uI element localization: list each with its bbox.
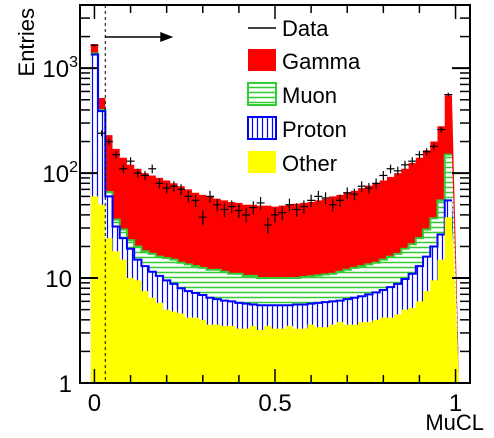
data-point — [148, 164, 157, 174]
x-axis-label: MuCL — [425, 410, 484, 435]
data-point — [408, 157, 417, 166]
data-point — [429, 143, 438, 150]
data-point — [126, 157, 135, 166]
data-point — [155, 178, 164, 189]
y-tick-label: 102 — [42, 159, 78, 188]
legend-entry-proton: Proton — [247, 116, 347, 142]
data-point — [357, 181, 366, 192]
data-point — [234, 204, 243, 218]
x-tick-label: 1 — [449, 390, 462, 417]
proton-histogram — [90, 54, 460, 383]
x-tick-label: 0.5 — [258, 390, 291, 417]
data-point — [364, 183, 373, 194]
data-point — [307, 194, 316, 207]
legend: Data Gamma Muon Proton Other — [247, 16, 361, 176]
legend-swatch — [247, 82, 277, 106]
data-point — [162, 183, 171, 194]
data-point — [206, 190, 214, 203]
legend-label: Data — [282, 16, 329, 41]
data-point — [285, 198, 294, 212]
proton-outline — [90, 53, 452, 307]
muon-outline — [90, 52, 452, 280]
data-point — [256, 197, 265, 210]
data-point — [314, 190, 323, 203]
data-point — [393, 166, 402, 176]
data-point — [119, 164, 128, 174]
y-tick-label: 103 — [42, 54, 78, 83]
data-point — [141, 171, 149, 181]
data-point — [213, 198, 222, 212]
data-point — [112, 151, 121, 159]
data-point — [336, 194, 344, 207]
data-points-layer — [90, 44, 453, 234]
data-point — [263, 217, 272, 234]
other-histogram — [90, 196, 460, 383]
data-point — [444, 92, 453, 97]
data-point — [422, 148, 431, 156]
data-point — [271, 208, 279, 223]
data-point — [242, 208, 251, 223]
legend-swatch — [248, 49, 276, 71]
data-point — [328, 198, 337, 212]
data-point — [104, 138, 113, 145]
data-point — [299, 200, 308, 214]
legend-entry-muon: Muon — [247, 82, 337, 108]
legend-label: Other — [282, 151, 337, 176]
data-point — [278, 206, 287, 221]
data-point — [97, 130, 106, 137]
data-point — [343, 187, 352, 199]
legend-entry-data: Data — [248, 16, 329, 41]
axis-ticks: 1 10 102 103 0 0.5 1 — [42, 4, 470, 417]
data-point — [379, 171, 388, 181]
data-point — [198, 210, 207, 226]
legend-label: Proton — [282, 117, 347, 142]
legend-entry-gamma: Gamma — [248, 49, 361, 74]
data-point — [227, 200, 236, 214]
legend-label: Gamma — [282, 49, 361, 74]
data-point — [415, 151, 424, 159]
legend-swatch — [247, 116, 277, 140]
data-point — [350, 188, 359, 201]
data-point — [177, 184, 186, 196]
y-axis-label: Entries — [14, 8, 39, 76]
data-point — [90, 44, 99, 47]
data-point — [220, 203, 229, 217]
legend-label: Muon — [282, 83, 337, 108]
y-tick-label: 1 — [59, 371, 72, 398]
data-point — [249, 201, 258, 215]
data-point — [321, 192, 330, 205]
data-point — [191, 194, 200, 207]
legend-swatch — [248, 151, 276, 173]
data-point — [184, 190, 193, 203]
cut-arrow-head — [160, 32, 174, 42]
data-point — [386, 164, 395, 174]
data-point — [133, 168, 142, 178]
data-point — [169, 181, 178, 192]
data-point — [437, 126, 446, 133]
legend-entry-other: Other — [248, 151, 337, 176]
x-tick-label: 0 — [88, 390, 101, 417]
y-tick-label: 10 — [45, 266, 72, 293]
data-point — [292, 203, 301, 217]
data-point — [401, 160, 409, 170]
data-point — [372, 178, 381, 189]
cut-marker — [104, 5, 174, 383]
